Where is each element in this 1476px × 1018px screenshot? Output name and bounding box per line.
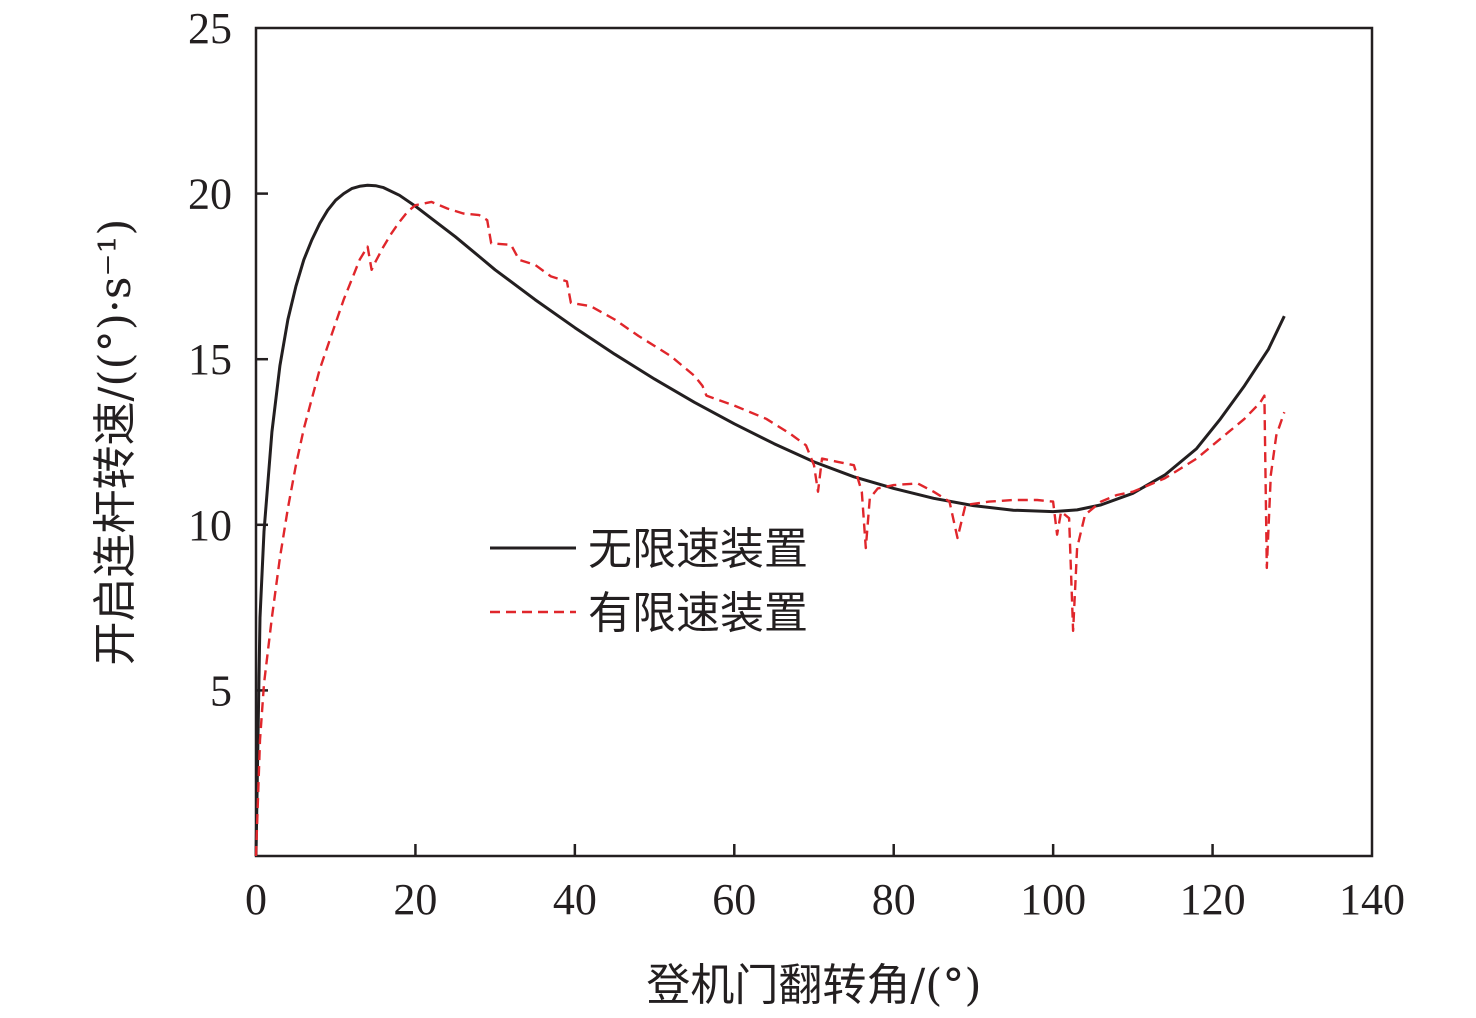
x-tick-label: 0 [245,875,267,924]
y-axis-ticks: 5 10 15 20 25 [188,4,268,715]
x-tick-label: 80 [872,875,916,924]
series-line-2 [254,200,1286,857]
y-tick-label: 15 [188,335,232,384]
legend-label: 无限速装置 [588,524,808,575]
y-tick-label: 5 [210,666,232,715]
plot-frame [254,26,1374,858]
series-line-1 [254,183,1286,857]
x-tick-label: 60 [712,875,756,924]
x-axis-ticks: 0 20 40 60 80 100 120 140 [245,844,1405,924]
x-tick-label: 40 [553,875,597,924]
x-tick-label: 140 [1339,875,1405,924]
y-tick-label: 20 [188,170,232,219]
x-tick-label: 20 [393,875,437,924]
x-tick-label: 100 [1020,875,1086,924]
y-tick-label: 10 [188,501,232,550]
x-tick-label: 120 [1180,875,1246,924]
series-layer [254,183,1286,857]
x-axis-title: 登机门翻转角/(°) [646,960,981,1011]
y-tick-label: 25 [188,4,232,53]
legend-label: 有限速装置 [588,588,808,639]
y-axis-title: 开启连杆转速/((°)·s⁻¹) [90,219,141,666]
